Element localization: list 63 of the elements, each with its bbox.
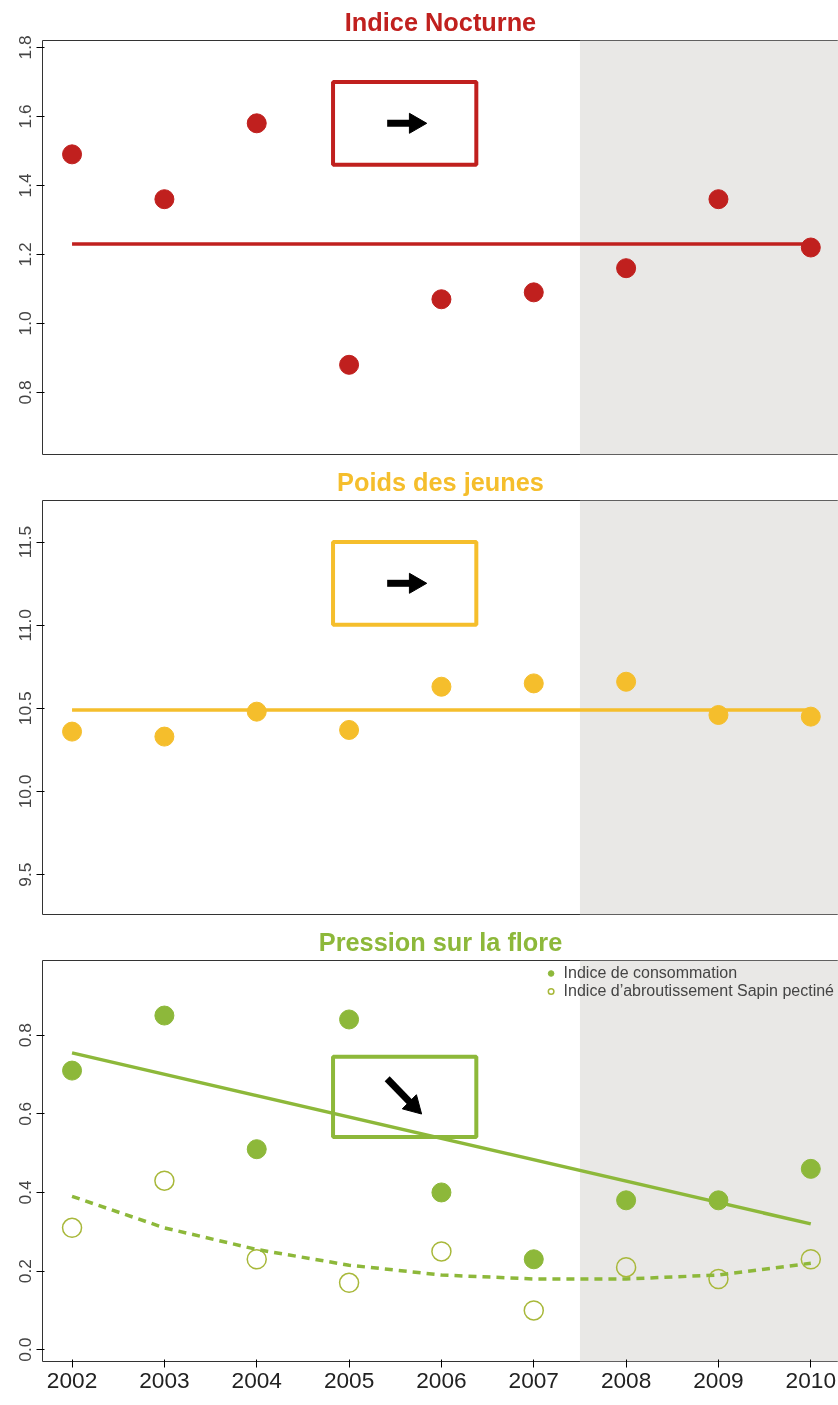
y-tick-label: 1.0	[15, 311, 36, 336]
point	[246, 1249, 267, 1270]
point	[338, 1272, 360, 1294]
x-tick-label: 2008	[600, 1366, 652, 1393]
point	[523, 673, 544, 694]
x-tick-label: 2005	[323, 1366, 375, 1393]
point	[800, 706, 821, 727]
x-tick-label: 2007	[508, 1366, 559, 1393]
y-tick-label: 0.4	[15, 1180, 36, 1205]
chart-title: Indice Nocturne	[344, 7, 537, 36]
y-tick-label: 1.6	[15, 104, 36, 129]
point	[708, 189, 729, 210]
point	[800, 1158, 821, 1179]
point	[62, 1060, 83, 1081]
chart-title: Pression sur la flore	[318, 927, 563, 956]
point	[246, 1139, 267, 1160]
x-tick-label: 2006	[416, 1366, 467, 1393]
point	[154, 726, 175, 747]
chart-title: Poids des jeunes	[337, 467, 544, 496]
x-tick-label: 2010	[785, 1366, 836, 1393]
y-tick-label: 9.5	[15, 862, 36, 887]
y-tick-label: 1.2	[15, 242, 36, 267]
y-tick-label: 0.8	[15, 380, 36, 405]
y-tick-label: 11.0	[15, 608, 36, 642]
point	[431, 289, 452, 310]
x-tick-label: 2009	[693, 1366, 744, 1393]
point	[62, 721, 83, 742]
point	[800, 1249, 822, 1270]
x-tick-label: 2004	[231, 1366, 282, 1393]
point	[339, 1009, 360, 1030]
y-tick-label: 11.5	[15, 525, 36, 559]
y-tick-label: 0.2	[15, 1259, 36, 1284]
x-tick-label: 2002	[46, 1366, 98, 1393]
y-tick-label: 1.4	[15, 172, 36, 198]
point	[154, 1005, 175, 1026]
point	[62, 144, 83, 165]
x-tick-label: 2003	[139, 1366, 190, 1393]
point	[523, 1249, 544, 1270]
point	[154, 189, 175, 210]
point	[708, 1268, 729, 1290]
y-tick-label: 0.6	[15, 1101, 36, 1126]
point	[616, 671, 637, 692]
point	[616, 258, 637, 279]
y-tick-label: 10.5	[15, 691, 36, 726]
line-series	[70, 1194, 813, 1281]
point	[339, 719, 360, 740]
point	[154, 1170, 175, 1191]
point	[523, 282, 544, 303]
point	[431, 1241, 452, 1262]
y-tick-label: 1.8	[15, 35, 36, 60]
point	[523, 1300, 545, 1321]
point	[616, 1190, 637, 1211]
legend-label: Indice de consommation	[563, 964, 738, 982]
point	[431, 676, 452, 697]
point	[615, 1256, 637, 1278]
y-tick-label: 0.0	[15, 1337, 36, 1362]
point	[339, 354, 360, 375]
point	[61, 1217, 83, 1239]
y-tick-label: 0.8	[15, 1023, 36, 1048]
point	[431, 1182, 452, 1203]
legend-label: Indice d’abroutissement Sapin pectiné	[563, 982, 834, 1000]
point	[246, 113, 267, 134]
y-tick-label: 10.0	[15, 774, 36, 809]
